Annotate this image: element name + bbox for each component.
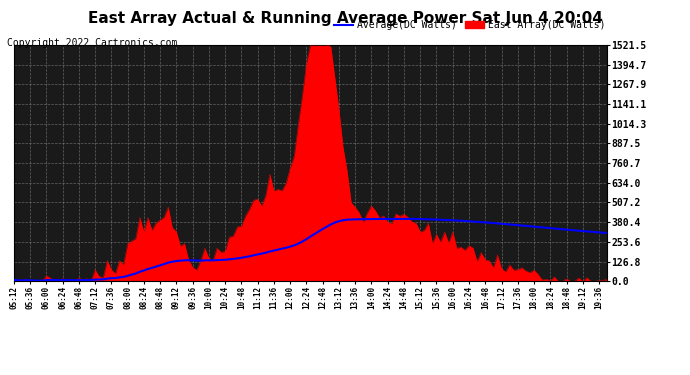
Text: East Array Actual & Running Average Power Sat Jun 4 20:04: East Array Actual & Running Average Powe… <box>88 11 602 26</box>
Text: Copyright 2022 Cartronics.com: Copyright 2022 Cartronics.com <box>7 38 177 48</box>
Legend: Average(DC Watts), East Array(DC Watts): Average(DC Watts), East Array(DC Watts) <box>330 16 609 34</box>
